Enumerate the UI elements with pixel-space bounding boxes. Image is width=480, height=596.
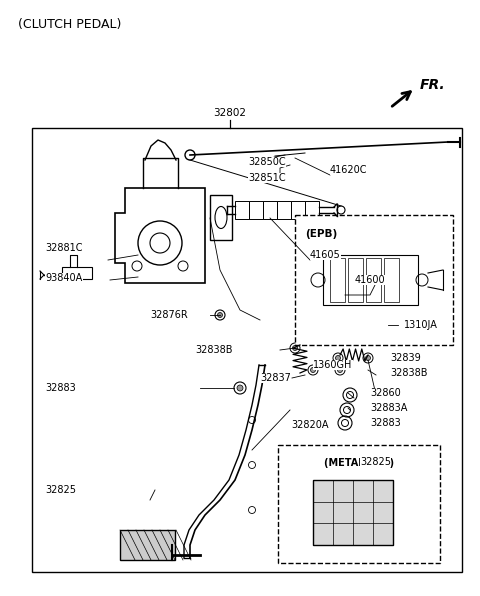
Bar	[32, 128, 462, 572]
Text: 1310JA: 1310JA	[404, 320, 438, 330]
Text: 93840A: 93840A	[45, 273, 82, 283]
Text: 32825: 32825	[45, 485, 76, 495]
Bar	[330, 258, 345, 302]
Text: 32838B: 32838B	[390, 368, 428, 378]
Text: 32851C: 32851C	[248, 173, 286, 183]
Text: 32860: 32860	[370, 388, 401, 398]
Text: 32883A: 32883A	[370, 403, 408, 413]
Bar	[210, 195, 232, 240]
Text: 41600: 41600	[355, 275, 385, 285]
Ellipse shape	[215, 206, 227, 228]
Text: 32802: 32802	[214, 108, 247, 118]
Bar	[120, 530, 175, 560]
Circle shape	[336, 355, 340, 361]
Circle shape	[337, 368, 343, 372]
Bar	[366, 258, 381, 302]
Bar	[235, 201, 249, 219]
Bar	[249, 201, 263, 219]
Bar	[263, 201, 277, 219]
Bar	[323, 255, 418, 305]
Text: 41605: 41605	[310, 250, 341, 260]
Text: FR.: FR.	[420, 78, 445, 92]
Text: 1360GH: 1360GH	[313, 360, 352, 370]
Circle shape	[217, 312, 223, 318]
Bar	[305, 201, 319, 219]
Text: (CLUTCH PEDAL): (CLUTCH PEDAL)	[18, 18, 121, 31]
Text: 32883: 32883	[45, 383, 76, 393]
Bar	[277, 201, 291, 219]
Text: 41620C: 41620C	[330, 165, 368, 175]
Text: 32838B: 32838B	[195, 345, 232, 355]
Text: 32820A: 32820A	[291, 420, 328, 430]
Text: 32876R: 32876R	[150, 310, 188, 320]
Text: 32837: 32837	[260, 373, 291, 383]
Bar	[348, 258, 363, 302]
Bar	[295, 215, 453, 345]
Circle shape	[365, 355, 371, 361]
Bar	[384, 258, 399, 302]
Bar	[313, 480, 393, 545]
Text: 32825: 32825	[360, 457, 391, 467]
Bar	[278, 445, 440, 563]
Text: 32881C: 32881C	[45, 243, 83, 253]
Circle shape	[237, 385, 243, 391]
Circle shape	[395, 322, 401, 328]
Text: 32850C: 32850C	[248, 157, 286, 167]
Circle shape	[292, 346, 298, 350]
Text: 32839: 32839	[390, 353, 421, 363]
Text: (EPB): (EPB)	[305, 229, 337, 239]
Text: 32883: 32883	[370, 418, 401, 428]
Text: (METAL PAD): (METAL PAD)	[324, 458, 394, 468]
Bar	[62, 267, 92, 279]
Circle shape	[311, 368, 315, 372]
Bar	[291, 201, 305, 219]
